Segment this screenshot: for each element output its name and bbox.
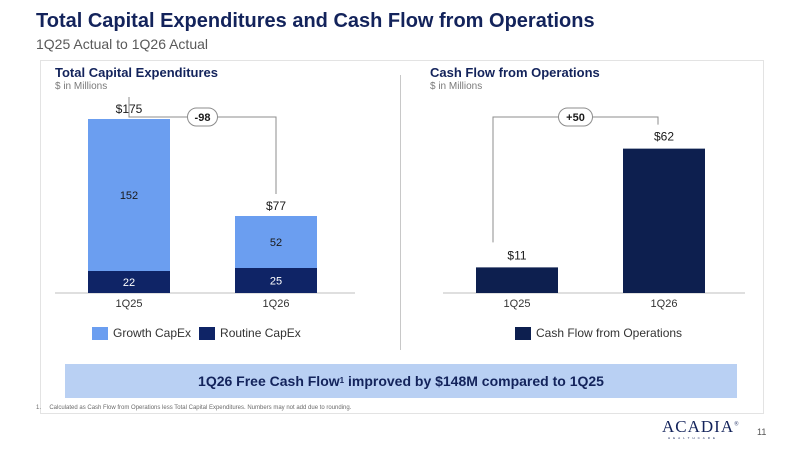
legend-swatch-routine: [199, 326, 216, 340]
legend-label-routine: Routine CapEx: [220, 326, 301, 340]
footnote: 1. Calculated as Cash Flow from Operatio…: [36, 405, 352, 411]
capex-bar-routine-capex-1q25: [88, 271, 170, 293]
banner-text-start: 1Q26 Free Cash Flow: [198, 373, 340, 389]
cfo-category-tick: 1Q26: [651, 298, 678, 310]
legend-swatch-cfo: [515, 326, 531, 340]
capex-segment-label: 52: [270, 237, 282, 249]
capex-segment-label: 25: [270, 276, 282, 288]
capex-bar-growth-capex-1q26: [235, 216, 317, 268]
capex-bar-routine-capex-1q26: [235, 268, 317, 293]
cfo-change-pill: [558, 107, 593, 127]
cfo-category-tick: 1Q25: [504, 298, 531, 310]
capex-change-label: -98: [195, 112, 211, 124]
content-frame: [40, 60, 764, 414]
capex-category-tick: 1Q25: [116, 298, 143, 310]
cfo-value-label: $62: [654, 130, 674, 144]
logo-text: ACADIA: [662, 417, 735, 436]
capex-category-tick: 1Q26: [263, 298, 290, 310]
capex-total-label: $77: [266, 199, 286, 213]
legend-swatch-growth: [92, 326, 108, 340]
capex-change-pill: [187, 107, 218, 127]
cfo-legend: Cash Flow from Operations: [515, 326, 682, 340]
cfo-bar-1q25: [476, 267, 558, 293]
cfo-bar-1q26: [623, 148, 705, 293]
capex-chart-unit: $ in Millions: [55, 81, 108, 92]
acadia-logo: ACADIA®: [662, 417, 740, 437]
panel-divider: [400, 75, 401, 350]
capex-legend: Growth CapEx Routine CapEx: [92, 326, 301, 340]
cfo-chart-unit: $ in Millions: [430, 81, 483, 92]
page-number: 11: [757, 427, 767, 437]
banner-text-end: improved by $148M compared to 1Q25: [344, 373, 604, 389]
free-cash-flow-banner: 1Q26 Free Cash Flow 1 improved by $148M c…: [65, 364, 737, 398]
capex-bar-growth-capex-1q25: [88, 119, 170, 271]
cfo-value-label: $11: [507, 248, 526, 262]
capex-segment-label: 22: [123, 277, 135, 289]
logo-subtext: HEALTHCARE: [668, 436, 718, 440]
cfo-chart-title: Cash Flow from Operations: [430, 65, 600, 80]
capex-segment-label: 152: [120, 190, 138, 202]
page-title: Total Capital Expenditures and Cash Flow…: [36, 10, 595, 32]
legend-label-growth: Growth CapEx: [113, 326, 192, 340]
logo-registered: ®: [734, 421, 740, 428]
page-subtitle: 1Q25 Actual to 1Q26 Actual: [36, 36, 209, 52]
cfo-change-label: +50: [566, 112, 585, 124]
legend-label-cfo: Cash Flow from Operations: [536, 326, 683, 340]
capex-chart-title: Total Capital Expenditures: [55, 65, 219, 80]
